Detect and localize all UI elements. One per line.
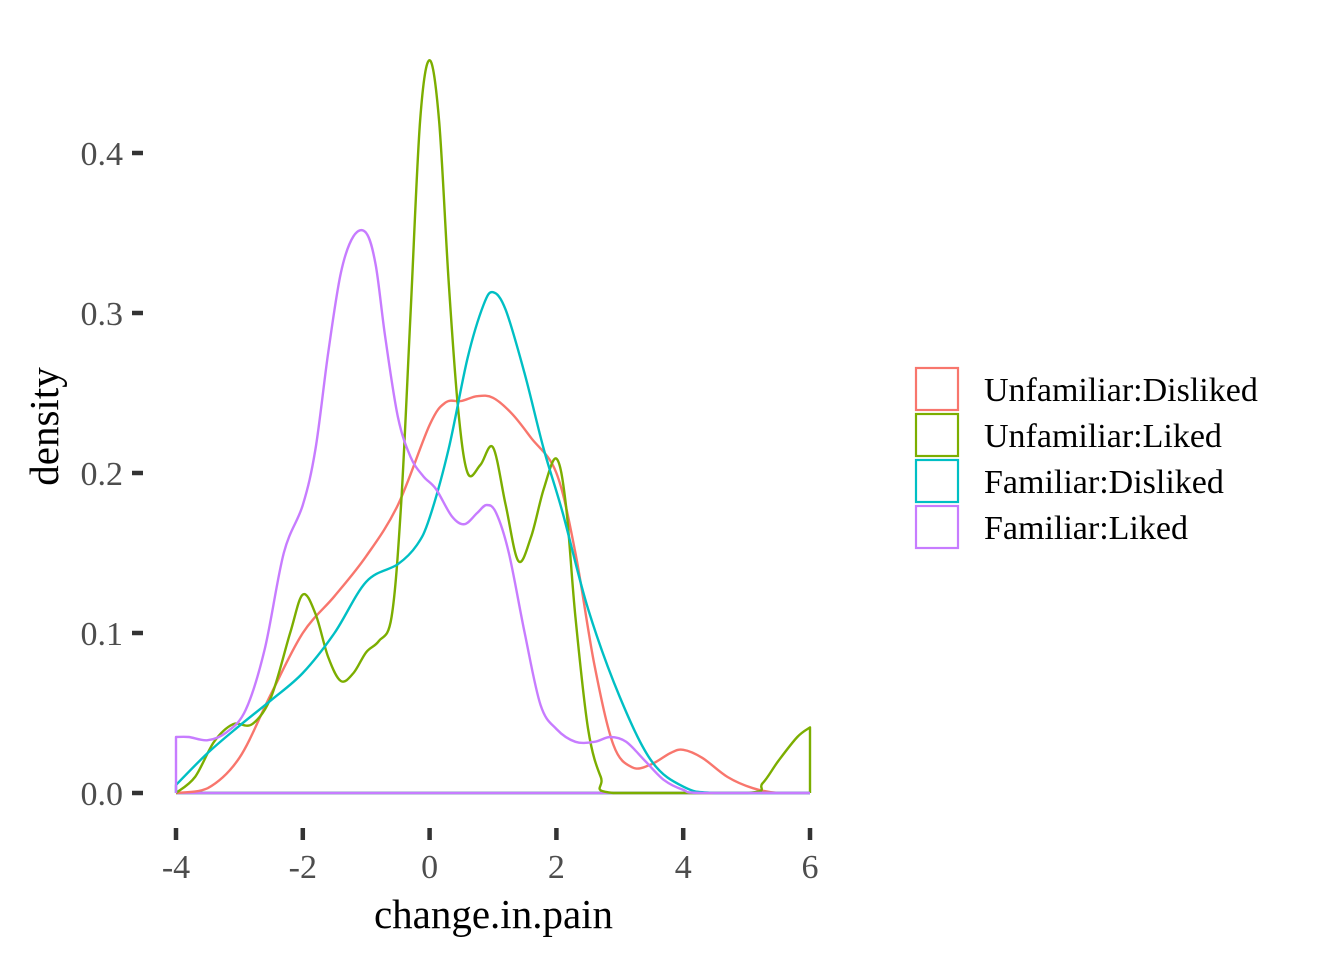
legend-label: Unfamiliar:Liked <box>984 418 1222 455</box>
y-axis: 0.0 0.1 0.2 0.3 0.4 <box>81 136 143 813</box>
legend-label: Familiar:Liked <box>984 510 1188 547</box>
legend-key <box>914 412 960 458</box>
density-lines <box>174 59 812 795</box>
legend-key <box>914 504 960 550</box>
series-line-3 <box>174 228 810 795</box>
series-line-0 <box>175 394 810 795</box>
legend-label: Unfamiliar:Disliked <box>984 372 1258 409</box>
legend: Unfamiliar:Disliked Unfamiliar:Liked Famil… <box>914 366 1258 550</box>
legend-label: Familiar:Disliked <box>984 464 1224 501</box>
legend-key <box>914 366 960 412</box>
y-tick-label: 0.0 <box>81 776 124 813</box>
x-tick-label: 0 <box>421 849 438 886</box>
series-line-2 <box>174 290 810 795</box>
x-tick-label: -2 <box>289 849 317 886</box>
y-tick-label: 0.1 <box>81 616 124 653</box>
x-tick-label: 6 <box>802 849 819 886</box>
y-axis-title: density <box>21 367 67 486</box>
x-tick-label: 2 <box>548 849 565 886</box>
series-line-1 <box>175 59 812 795</box>
x-tick-label: -4 <box>162 849 190 886</box>
legend-key <box>914 458 960 504</box>
x-tick-label: 4 <box>675 849 692 886</box>
x-axis: -4 -2 0 2 4 6 <box>162 828 819 886</box>
y-tick-label: 0.2 <box>81 456 124 493</box>
x-axis-title: change.in.pain <box>374 891 613 937</box>
y-tick-label: 0.4 <box>81 136 124 173</box>
y-tick-label: 0.3 <box>81 296 124 333</box>
